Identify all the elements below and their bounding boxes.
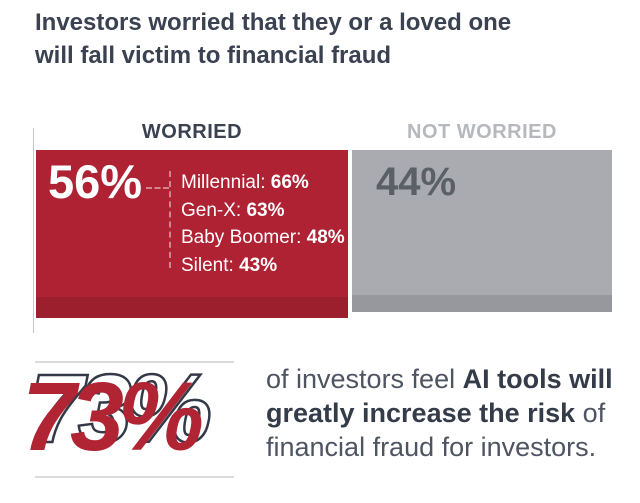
worried-bar-segment: 56% Millennial: 66% Gen-X: 63% Baby Boom… bbox=[36, 150, 348, 318]
title-line-2: will fall victim to financial fraud bbox=[35, 42, 392, 69]
stat-73-percent: 73% 73% bbox=[22, 353, 262, 475]
chart-axis-line bbox=[33, 128, 34, 333]
not-worried-column-label: NOT WORRIED bbox=[407, 121, 557, 143]
stat-text-regular: of investors feel bbox=[266, 364, 463, 394]
generation-breakdown-list: Millennial: 66% Gen-X: 63% Baby Boomer: … bbox=[181, 169, 345, 279]
breakdown-label: Silent: bbox=[181, 254, 240, 276]
breakdown-label: Gen-X: bbox=[181, 199, 247, 221]
breakdown-value: 48% bbox=[306, 227, 345, 248]
stat-description: of investors feel AI tools will greatly … bbox=[266, 362, 618, 464]
dashed-divider-line bbox=[169, 171, 171, 268]
breakdown-value: 43% bbox=[239, 254, 278, 276]
breakdown-label: Baby Boomer: bbox=[181, 227, 307, 248]
stat-outline-layer: 73% bbox=[29, 353, 214, 465]
stat-bottom-rule bbox=[35, 476, 234, 478]
not-worried-bar-shadow-strip bbox=[352, 295, 612, 312]
breakdown-row-boomer: Baby Boomer: 48% bbox=[181, 224, 345, 252]
worried-bar-shadow-strip bbox=[36, 297, 348, 318]
title-line-1: Investors worried that they or a loved o… bbox=[35, 9, 512, 36]
breakdown-row-silent: Silent: 43% bbox=[181, 252, 345, 280]
stat-text-bold: AI tools will greatly increase the risk bbox=[266, 364, 613, 428]
not-worried-bar-segment: 44% bbox=[352, 150, 612, 312]
breakdown-label: Millennial: bbox=[181, 172, 271, 193]
breakdown-row-genx: Gen-X: 63% bbox=[181, 197, 345, 225]
stat-fill-layer: 73% bbox=[22, 362, 204, 471]
breakdown-value: 63% bbox=[246, 199, 285, 221]
worried-column-label: WORRIED bbox=[141, 121, 243, 143]
dashed-connector-line bbox=[146, 187, 169, 189]
breakdown-value: 66% bbox=[270, 172, 309, 193]
stat-text-regular: of financial fraud for investors. bbox=[266, 398, 606, 462]
breakdown-row-millennial: Millennial: 66% bbox=[181, 169, 345, 197]
not-worried-percentage: 44% bbox=[376, 160, 457, 204]
worried-percentage: 56% bbox=[48, 155, 143, 208]
page-title: Investors worried that they or a loved o… bbox=[35, 6, 615, 72]
stat-top-rule bbox=[35, 361, 234, 363]
